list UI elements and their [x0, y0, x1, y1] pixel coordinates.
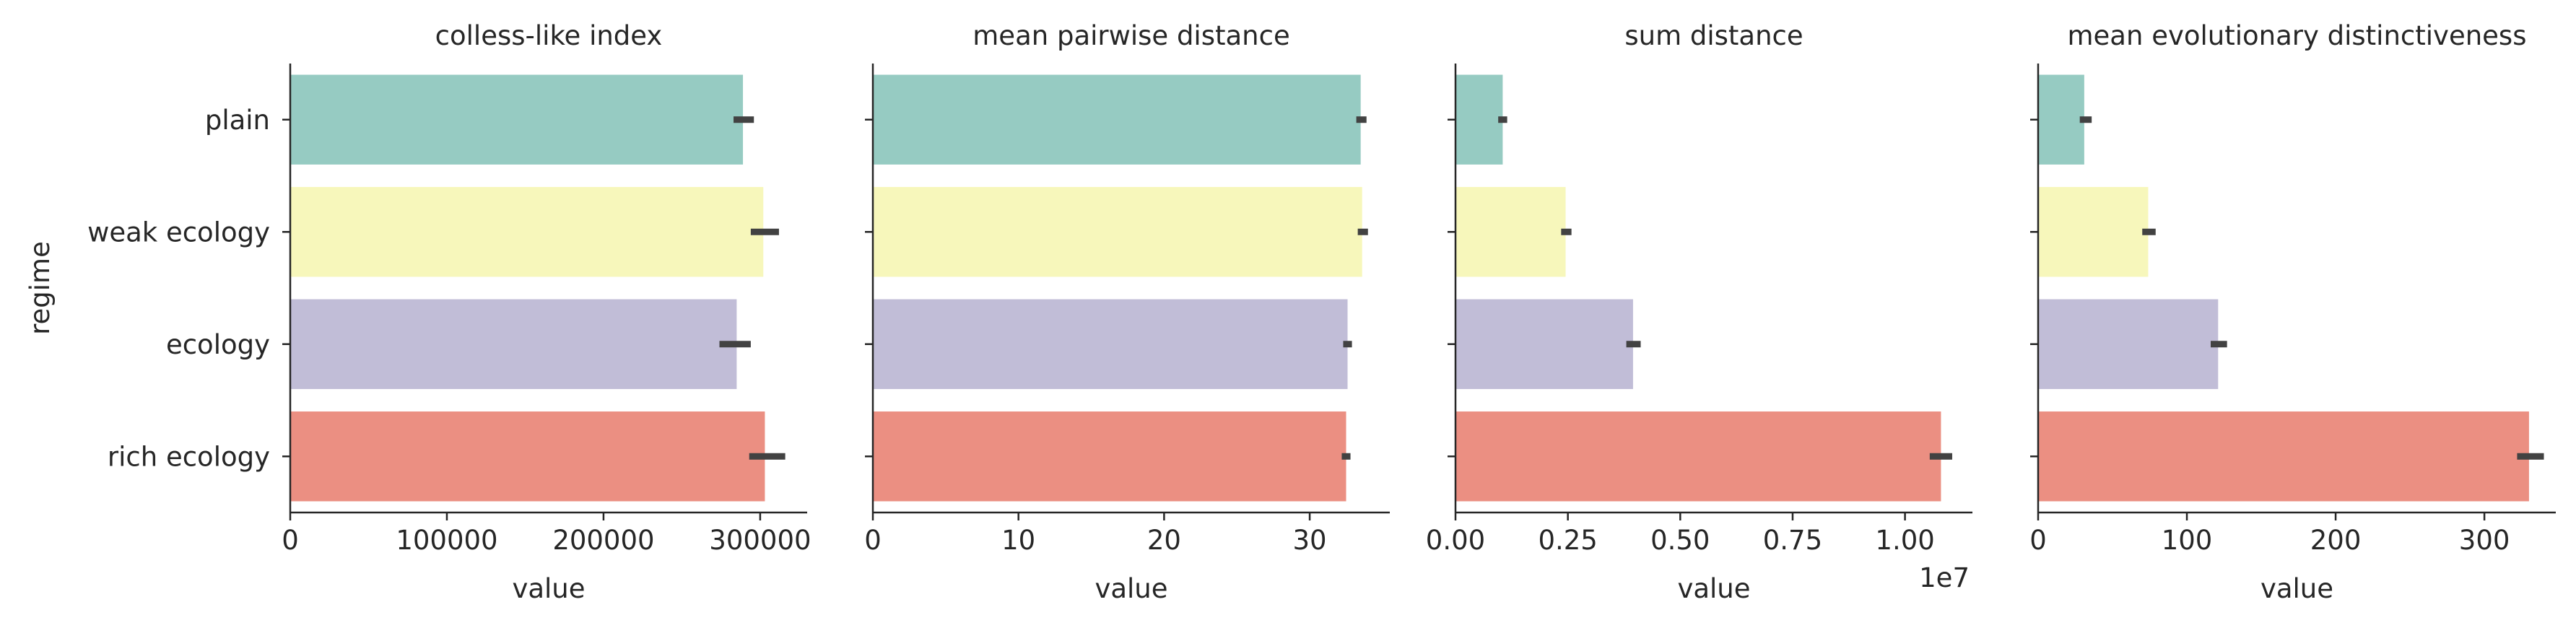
x-tick-label: 200 — [2310, 525, 2362, 556]
axis-offset-label: 1e7 — [1919, 562, 1970, 593]
panel-title: colless-like index — [435, 20, 663, 51]
bar-weak-ecology — [873, 187, 1362, 277]
x-axis-label: value — [1095, 573, 1167, 604]
bar-ecology — [2038, 299, 2219, 389]
bar-rich-ecology — [290, 411, 765, 502]
bar-weak-ecology — [1455, 187, 1566, 277]
bar-plain — [290, 74, 744, 165]
x-tick-label: 100000 — [396, 525, 497, 556]
x-tick-label: 20 — [1147, 525, 1181, 556]
x-tick-label: 200000 — [552, 525, 654, 556]
y-axis-label: regime — [25, 241, 56, 335]
x-tick-label: 0.00 — [1426, 525, 1485, 556]
x-tick-label: 30 — [1293, 525, 1327, 556]
chart-panel-4: 0 100 200 300 mean evolutionary distinctiven… — [2029, 20, 2556, 604]
x-tick-label: 100 — [2162, 525, 2213, 556]
y-tick-label: weak ecology — [87, 217, 270, 248]
x-tick-label: 0.25 — [1538, 525, 1597, 556]
y-tick-label: ecology — [166, 329, 270, 360]
x-tick-label: 0 — [282, 525, 299, 556]
bar-ecology — [1455, 299, 1633, 389]
x-tick-label: 0.50 — [1650, 525, 1710, 556]
panel-title: mean evolutionary distinctiveness — [2068, 20, 2527, 51]
panel-title: mean pairwise distance — [972, 20, 1289, 51]
panel-title: sum distance — [1624, 20, 1803, 51]
x-tick-label: 0.75 — [1763, 525, 1822, 556]
x-axis-label: value — [512, 573, 585, 604]
chart-panel-1: plain weak ecology ecology rich ecology 0 100… — [25, 20, 811, 604]
y-tick-label: plain — [205, 105, 270, 136]
bar-plain — [2038, 74, 2084, 165]
bar-ecology — [290, 299, 737, 389]
x-tick-label: 1.00 — [1875, 525, 1934, 556]
bar-plain — [873, 74, 1361, 165]
x-axis-label: value — [2260, 573, 2333, 604]
x-tick-label: 0 — [2029, 525, 2047, 556]
x-tick-label: 300 — [2459, 525, 2510, 556]
chart-panel-3: 0.00 0.25 0.50 0.75 1.00 sum distance value 1e7 — [1426, 20, 1972, 604]
chart-panel-2: 0 10 20 30 mean pairwise distance value — [864, 20, 1390, 604]
x-tick-label: 0 — [864, 525, 882, 556]
bar-rich-ecology — [873, 411, 1346, 502]
bar-rich-ecology — [1455, 411, 1941, 502]
bar-ecology — [873, 299, 1348, 389]
bar-plain — [1455, 74, 1503, 165]
x-tick-label: 300000 — [709, 525, 811, 556]
x-axis-label: value — [1677, 573, 1750, 604]
bar-weak-ecology — [2038, 187, 2149, 277]
y-tick-label: rich ecology — [108, 441, 270, 472]
bar-rich-ecology — [2038, 411, 2529, 502]
x-tick-label: 10 — [1001, 525, 1035, 556]
bar-weak-ecology — [290, 187, 764, 277]
